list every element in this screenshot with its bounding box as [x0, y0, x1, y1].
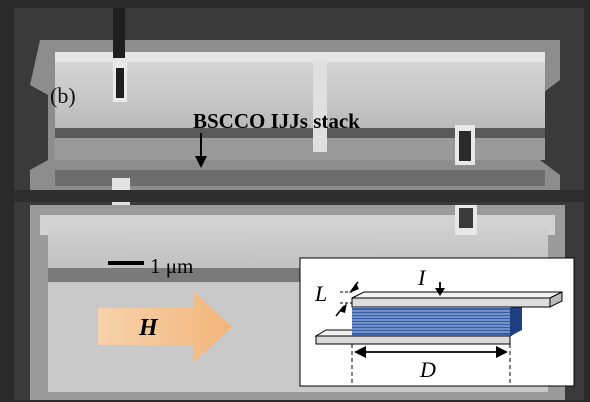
top-electrode [351, 291, 563, 299]
panel-label: (b) [50, 83, 76, 108]
field-label: H [138, 315, 159, 341]
length-label: L [314, 281, 327, 306]
upper-mesa [30, 8, 560, 208]
scale-bar [108, 261, 144, 265]
inset-schematic [299, 257, 575, 387]
stack-label: BSCCO IJJs stack [193, 109, 360, 133]
stack-pointer-arrow [195, 133, 207, 168]
field-arrow [98, 291, 232, 363]
scale-bar-label: 1 μm [150, 254, 193, 278]
ijj-stack [352, 302, 522, 336]
current-label: I [417, 265, 427, 290]
width-label: D [419, 357, 436, 382]
